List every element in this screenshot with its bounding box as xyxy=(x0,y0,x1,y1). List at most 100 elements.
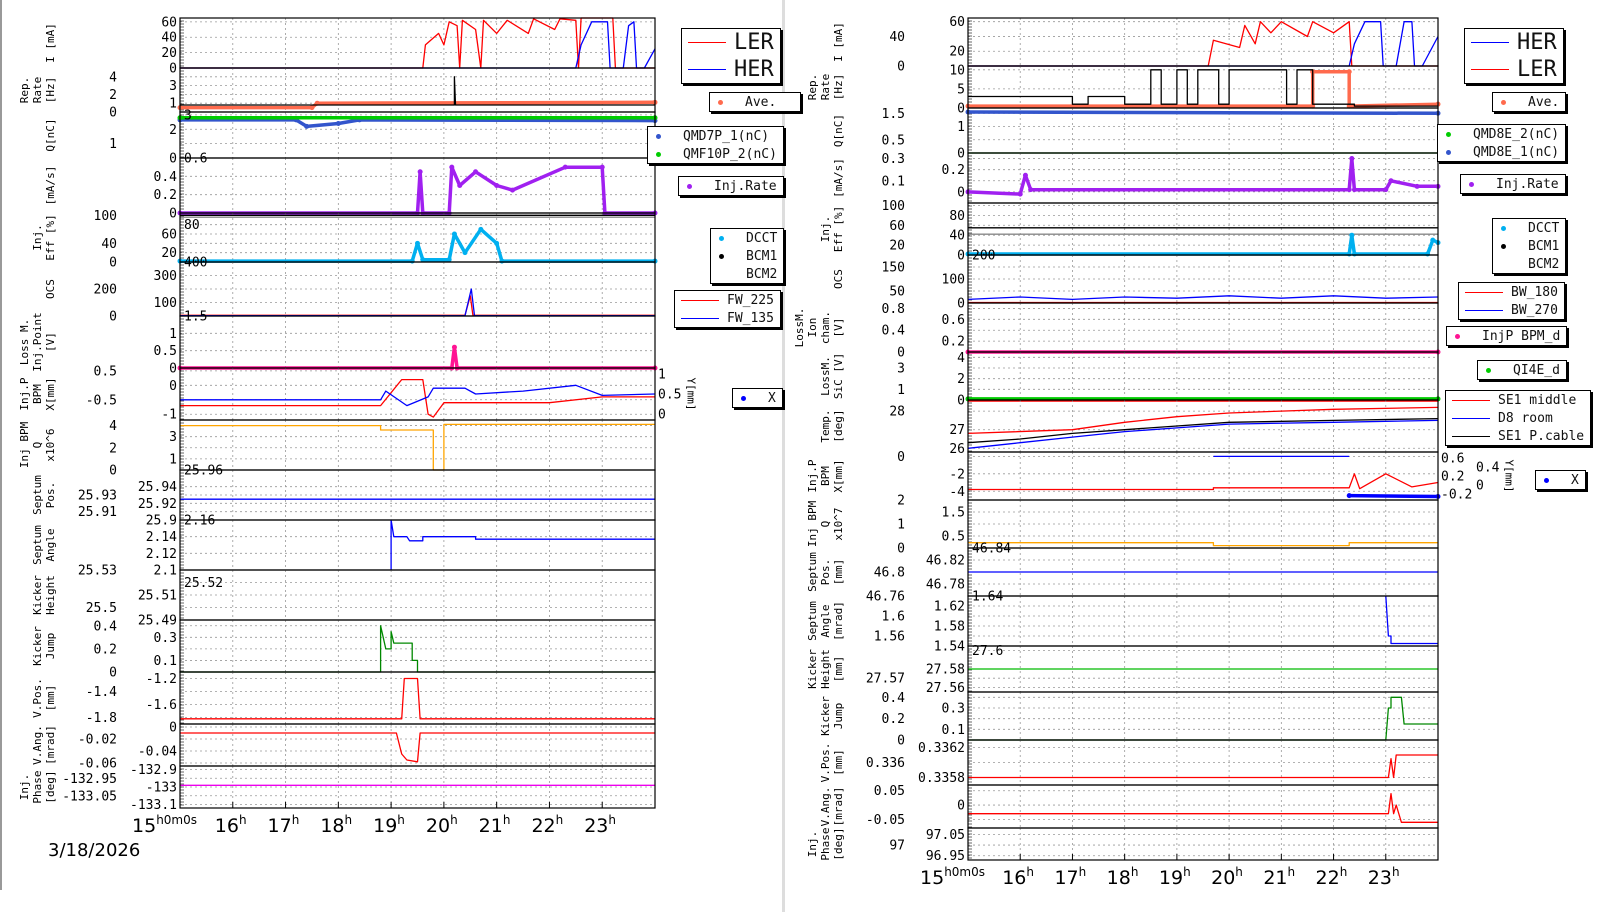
subplot-frame xyxy=(967,691,1439,741)
x-tick-label: 20h xyxy=(1211,865,1243,889)
legend-entry: LER xyxy=(682,29,780,56)
legend-right-her-ler: HER LER xyxy=(1464,28,1564,84)
series-bw-270 xyxy=(967,295,1439,301)
y-tick-label: 0.1 xyxy=(942,723,965,738)
data-point xyxy=(1346,69,1352,75)
legend-entry: SE1 middle xyxy=(1446,391,1590,409)
legend-left-ave: Ave. xyxy=(709,92,801,112)
y-tick-label: 10 xyxy=(949,63,965,78)
x-tick-label: 19h xyxy=(373,813,405,837)
y-axis-label: Septum xyxy=(31,525,44,565)
legend-entry: BCM2 xyxy=(711,265,783,283)
legend-label: DCCT xyxy=(1528,220,1560,236)
legend-right-ion: InjP BPM_d xyxy=(1446,326,1568,346)
series-septumangle xyxy=(390,519,655,570)
y-axis-label: Pos. xyxy=(819,559,832,586)
legend-left-eff: DCCT BCM1 BCM2 xyxy=(710,228,785,284)
y-tick-label: 0.2 xyxy=(942,335,965,350)
y-axis-label: Height xyxy=(819,649,832,689)
x-tick-label: 18h xyxy=(1107,865,1139,889)
legend-swatch xyxy=(681,317,719,319)
y-tick-label: 0.4 xyxy=(882,691,906,706)
y-tick-label: 0 xyxy=(109,256,117,271)
subplot-2: Q[nC] 32 1 0 xyxy=(44,108,658,167)
y-tick-label: 0.6 xyxy=(942,313,965,328)
legend-entry: HER xyxy=(682,56,780,83)
y-tick-label: 300 xyxy=(154,269,177,284)
data-point xyxy=(1017,191,1023,197)
legend-swatch xyxy=(656,151,661,157)
y-axis-label: Height xyxy=(44,575,57,615)
data-point xyxy=(562,164,568,170)
y-axis-label: SiC [V] xyxy=(832,353,845,399)
legend-right-eff: DCCT BCM1 BCM2 xyxy=(1492,218,1567,274)
y-tick-label: 1 xyxy=(897,518,905,533)
subplot-9: 0.6 0.4 0.2 0 -0.2 Y[mm] Inj.P BPM X[mm] 0 -2 -4 xyxy=(806,450,1516,503)
left-frame xyxy=(0,0,2,890)
data-point xyxy=(457,183,463,188)
data-point xyxy=(499,258,505,264)
y-tick-label: 1.64 xyxy=(972,590,1003,605)
subplot-frame xyxy=(967,302,1439,353)
y-tick-label: 80 xyxy=(949,209,965,224)
y-tick-label: 0 xyxy=(897,734,905,749)
y-tick-label: 1 xyxy=(169,452,177,467)
y-tick-label: -1 xyxy=(161,408,177,423)
y-axis-label: I [mA] xyxy=(832,22,845,62)
y-tick-label: 97 xyxy=(889,839,905,854)
y-tick-label: 0 xyxy=(957,249,965,264)
data-point xyxy=(1346,187,1352,193)
subplot-3: [mA/s] 0.6 0.4 0.2 0 xyxy=(44,152,658,222)
y-tick-label: 1.58 xyxy=(934,620,965,635)
data-point xyxy=(1414,183,1420,189)
y-axis-label: X[mm] xyxy=(832,459,845,492)
subplot-frame xyxy=(967,17,1439,67)
data-point xyxy=(309,105,315,111)
series-vpos xyxy=(180,677,655,720)
y-tick-label: 1 xyxy=(169,97,177,112)
legend-entry: DCCT xyxy=(711,229,783,247)
x-tick-label: 15h0m0s xyxy=(920,865,985,889)
y-axis-label: [deg] xyxy=(44,770,57,803)
y-axis-label: [deg] xyxy=(832,409,845,442)
legend-swatch xyxy=(1501,243,1506,249)
y-tick-label: 46.76 xyxy=(866,590,905,605)
y-tick-label: 3 xyxy=(897,362,905,377)
y-tick-label: 26 xyxy=(949,442,965,457)
y-tick-label: 0.5 xyxy=(94,364,117,379)
y-tick-label: 0 xyxy=(897,346,905,361)
y-axis-label: [V] xyxy=(832,318,845,338)
subplot-frame xyxy=(179,212,656,263)
legend-label: X xyxy=(1571,472,1579,488)
legend-label: BCM1 xyxy=(746,248,778,264)
y-axis-label: Inj BPM xyxy=(18,421,31,468)
subplot-5: OCS 400 300 200 100 0 xyxy=(44,256,656,325)
y-tick-label: 46.78 xyxy=(926,578,965,593)
legend-label: SE1 middle xyxy=(1498,392,1577,408)
legend-entry: LER xyxy=(1465,56,1563,83)
legend-swatch xyxy=(1452,417,1490,419)
y-tick-label: -0.02 xyxy=(78,733,117,748)
legend-label: BCM1 xyxy=(1528,238,1560,254)
legend-label: Ave. xyxy=(745,94,777,110)
y-axis-label: [V] xyxy=(44,332,57,352)
subplot-10: Septum Angle 2.16 2.14 2.12 2.1 xyxy=(31,514,656,579)
y-axis-label: [mrad] xyxy=(832,601,845,641)
y-axis-label: cham. xyxy=(819,311,832,344)
y-tick-label: 0.1 xyxy=(154,654,177,669)
legend-label: X xyxy=(768,390,776,406)
y-axis-label: OCS xyxy=(832,269,845,289)
subplot-4: Inj. Eff [%] 100 80 60 40 20 0 xyxy=(31,209,658,271)
y-tick-label: 0 xyxy=(169,152,177,167)
y-tick-label: 0.2 xyxy=(154,188,177,203)
y-axis-label: Loss M. xyxy=(18,319,31,365)
series-ler xyxy=(180,17,655,69)
y-axis-label: Temp. xyxy=(819,409,832,442)
legend-entry: QMF10P_2(nC) xyxy=(648,145,783,163)
y-tick-label: 25.94 xyxy=(138,480,177,495)
legend-swatch xyxy=(1452,399,1490,401)
legend-label: BW_180 xyxy=(1511,284,1558,300)
data-point xyxy=(1351,187,1357,193)
y-tick-label: 25.9 xyxy=(146,514,177,529)
subplot-15: V.Pos. [mm] 0.3362 0.336 0.3358 xyxy=(819,739,1439,786)
